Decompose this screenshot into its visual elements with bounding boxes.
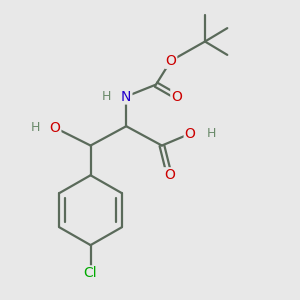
Text: H: H xyxy=(102,90,112,103)
Text: O: O xyxy=(171,89,182,103)
Text: O: O xyxy=(185,127,196,141)
Text: O: O xyxy=(165,54,176,68)
Text: O: O xyxy=(50,121,60,135)
Text: H: H xyxy=(31,121,40,134)
Text: Cl: Cl xyxy=(84,266,98,280)
Text: H: H xyxy=(207,127,216,140)
Text: N: N xyxy=(121,89,131,103)
Text: O: O xyxy=(164,168,175,182)
